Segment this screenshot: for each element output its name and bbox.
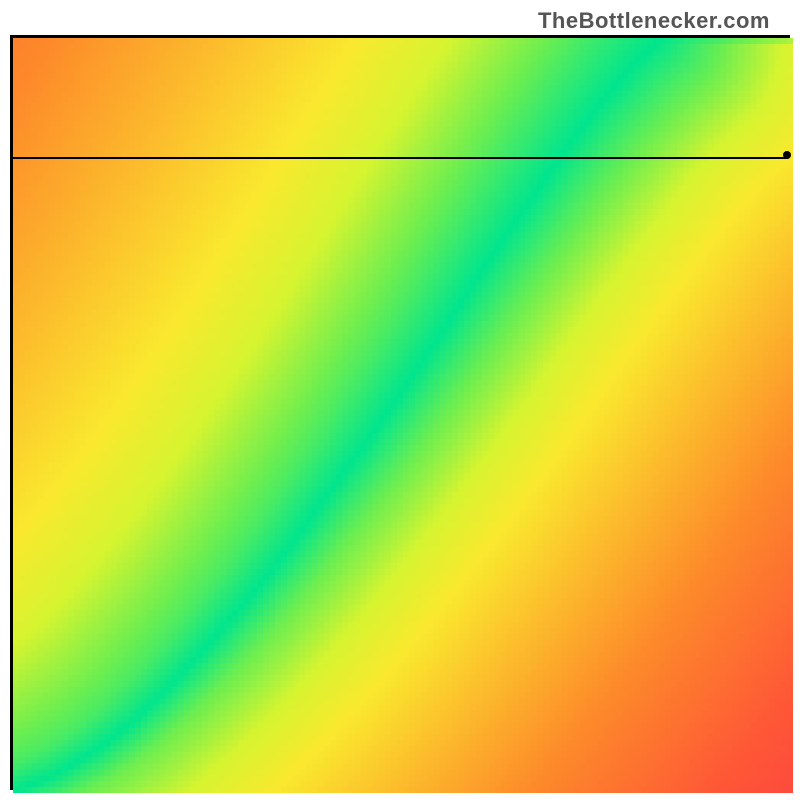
reference-marker-dot	[783, 151, 791, 159]
heatmap-canvas	[13, 38, 793, 793]
attribution-text: TheBottlenecker.com	[538, 8, 770, 34]
reference-horizontal-line	[13, 157, 787, 159]
plot-frame	[10, 35, 790, 790]
